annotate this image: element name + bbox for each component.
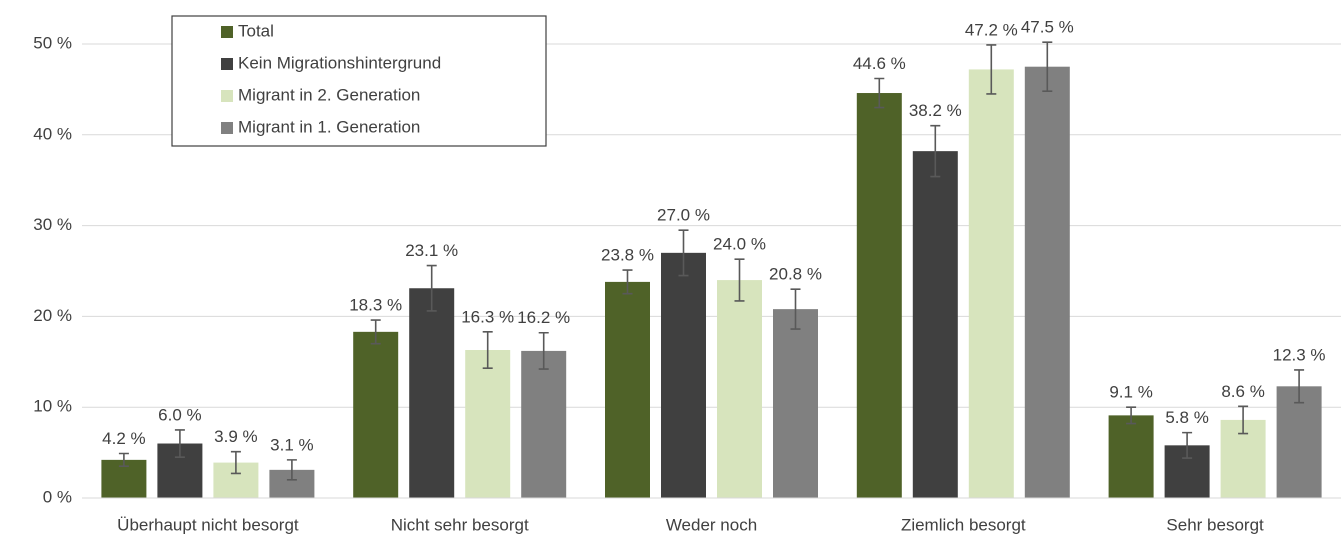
data-label: 23.8 % [601,246,654,265]
legend-label: Total [238,21,274,40]
y-tick-label: 50 % [33,33,72,52]
error-bar [874,77,885,109]
legend-label: Migrant in 2. Generation [238,85,420,104]
x-tick-label: Überhaupt nicht besorgt [117,515,299,534]
x-tick-label: Sehr besorgt [1166,515,1264,534]
y-tick-label: 20 % [33,306,72,325]
error-bar [1294,369,1305,404]
bar [773,309,818,498]
data-label: 6.0 % [158,405,201,424]
data-label: 20.8 % [769,265,822,284]
data-label: 4.2 % [102,429,145,448]
y-tick-label: 40 % [33,124,72,143]
error-bar [790,288,801,330]
error-bar [622,269,633,295]
error-bar [1042,41,1053,93]
bar [912,151,958,499]
legend-label: Kein Migrationshintergrund [238,53,441,72]
data-label: 9.1 % [1109,383,1152,402]
bar [856,93,902,499]
data-label: 23.1 % [405,241,458,260]
data-label: 47.5 % [1021,18,1074,37]
bar [353,331,399,498]
error-bar [426,264,437,312]
bar [717,280,762,498]
bar [661,252,706,498]
error-bar [118,452,129,468]
bar [521,350,567,498]
error-bar [370,319,381,345]
error-bar [1126,406,1137,425]
x-tick-label: Weder noch [666,515,757,534]
legend-box [171,15,547,147]
bar [1024,66,1070,498]
data-label: 16.3 % [461,307,514,326]
x-tick-label: Ziemlich besorgt [901,515,1026,534]
error-bar [930,124,941,178]
bar [465,349,511,498]
data-label: 24.0 % [713,235,766,254]
legend-swatch [221,26,233,38]
error-bar [986,44,997,95]
error-bar [482,331,493,369]
data-label: 47.2 % [965,20,1018,39]
error-bar [678,229,689,277]
legend-swatch [221,90,233,102]
bar [1108,415,1154,498]
error-bar [538,331,549,370]
data-label: 3.9 % [214,427,257,446]
error-bar [286,459,297,481]
legend-swatch [221,58,233,70]
data-label: 5.8 % [1165,408,1208,427]
x-tick-label: Nicht sehr besorgt [391,515,529,534]
data-label: 16.2 % [517,308,570,327]
data-label: 38.2 % [909,101,962,120]
error-bar [1182,431,1193,459]
error-bar [1238,405,1249,435]
data-label: 12.3 % [1273,345,1326,364]
bar [968,69,1014,498]
bar [605,281,650,498]
y-tick-label: 30 % [33,215,72,234]
y-tick-label: 0 % [43,487,72,506]
data-label: 8.6 % [1221,382,1264,401]
data-label: 18.3 % [349,296,402,315]
error-bar [734,258,745,302]
bar [1276,386,1322,498]
data-label: 44.6 % [853,54,906,73]
y-tick-label: 10 % [33,397,72,416]
data-label: 27.0 % [657,206,710,225]
bar [409,288,455,498]
legend-swatch [221,122,233,134]
error-bar [230,450,241,475]
legend-label: Migrant in 1. Generation [238,117,420,136]
error-bar [174,429,185,458]
data-label: 3.1 % [270,435,313,454]
